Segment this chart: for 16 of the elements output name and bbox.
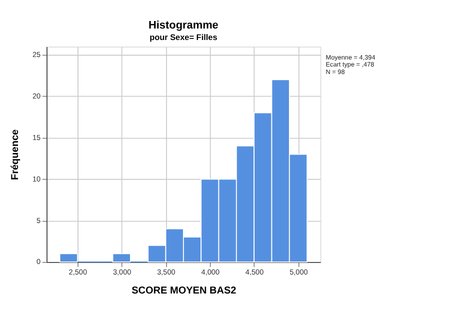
y-tick-label: 20 — [32, 92, 41, 101]
x-tick-label: 3,500 — [157, 267, 176, 276]
y-axis-title: Fréquence — [10, 128, 21, 180]
y-tick-label: 25 — [32, 50, 41, 60]
y-tick-label: 15 — [32, 132, 41, 142]
chart-subtitle: pour Sexe= Filles — [150, 33, 218, 42]
y-tick-label: 0 — [36, 257, 41, 266]
chart-title: Histogramme — [148, 19, 218, 32]
x-tick-label: 3,000 — [112, 267, 132, 276]
x-tick-label: 4,000 — [201, 267, 220, 276]
x-tick-label: 4,500 — [245, 267, 264, 276]
x-axis-title: SCORE MOYEN BAS2 — [132, 285, 237, 296]
y-tick-label: 10 — [32, 174, 41, 184]
x-tick-label: 2,500 — [68, 267, 88, 276]
y-tick-label: 5 — [36, 216, 41, 225]
x-tick-label: 5,000 — [290, 267, 308, 276]
